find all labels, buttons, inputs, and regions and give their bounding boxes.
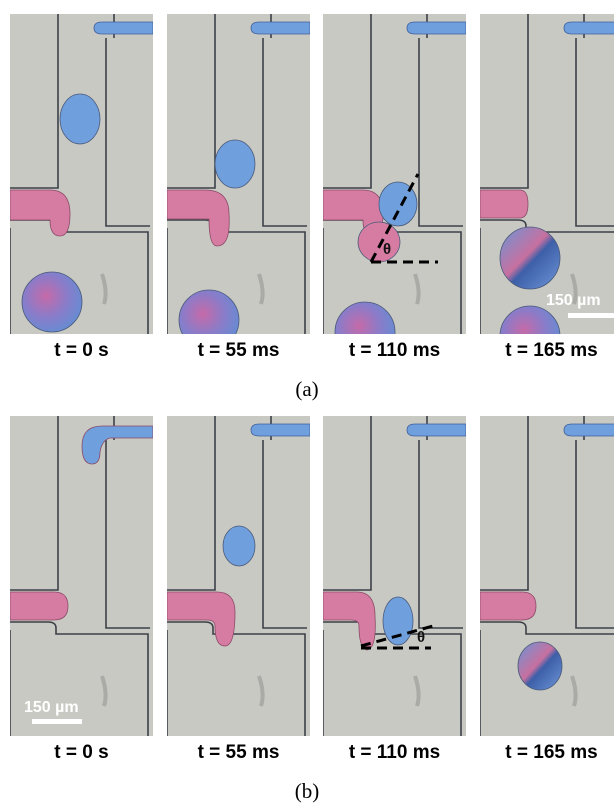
time-label: t = 0 s: [54, 340, 108, 361]
time-label: t = 110 ms: [349, 742, 440, 763]
droplet: [500, 227, 560, 289]
frame-bg: [480, 14, 614, 334]
panel-label: (b): [295, 779, 320, 803]
figure: t = 0 s t = 55 ms θ t = 110 ms 150 µm t = 165…: [0, 0, 614, 806]
time-label: t = 165 ms: [505, 742, 597, 763]
blue-inlet: [564, 424, 614, 436]
frame-bg: [10, 416, 153, 736]
droplet: [60, 94, 100, 144]
droplet: [22, 272, 82, 332]
droplet: [383, 597, 413, 645]
scale-bar-label: 150 µm: [546, 292, 601, 309]
frame: [167, 14, 310, 350]
frame: θ: [323, 416, 466, 736]
panel-label: (a): [295, 377, 318, 401]
blue-inlet: [407, 22, 466, 34]
time-label: t = 165 ms: [505, 340, 597, 361]
blue-inlet: [564, 22, 614, 34]
frame: 150 µm: [10, 416, 153, 736]
angle-label: θ: [417, 629, 425, 646]
blue-inlet: [94, 22, 153, 34]
droplet: [518, 642, 562, 690]
frame: θ: [323, 14, 466, 362]
scale-bar-label: 150 µm: [24, 699, 79, 716]
frame: 150 µm: [480, 14, 614, 366]
droplet: [10, 592, 68, 620]
time-label: t = 110 ms: [349, 340, 440, 361]
frame-bg: [323, 14, 466, 334]
scale-bar: [32, 719, 82, 724]
angle-label: θ: [383, 241, 391, 258]
blue-inlet: [251, 22, 310, 34]
frame-bg: [167, 416, 310, 736]
frame-bg: [323, 416, 466, 736]
time-label: t = 0 s: [54, 742, 108, 763]
droplet: [358, 222, 400, 262]
frame: [167, 416, 310, 736]
frame: [10, 14, 153, 334]
scale-bar: [568, 313, 614, 318]
droplet: [223, 526, 255, 566]
droplet: [480, 592, 536, 620]
droplet: [215, 140, 255, 188]
blue-inlet: [251, 424, 310, 436]
blue-inlet: [407, 424, 466, 436]
time-label: t = 55 ms: [198, 340, 280, 361]
time-label: t = 55 ms: [198, 742, 280, 763]
frame: [480, 416, 614, 736]
droplet: [480, 190, 528, 218]
